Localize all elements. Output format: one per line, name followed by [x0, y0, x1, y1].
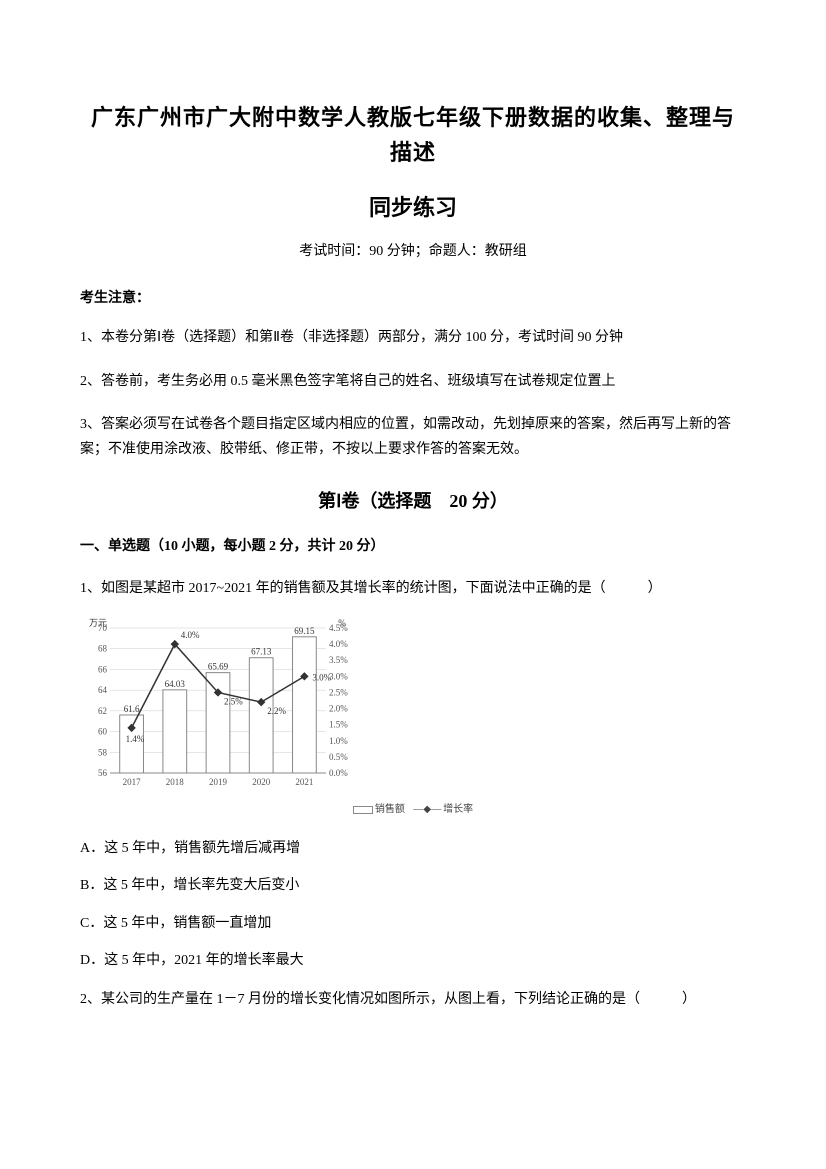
section-1-title: 第Ⅰ卷（选择题 20 分） — [80, 487, 746, 516]
q1-choice-d: D．这 5 年中，2021 年的增长率最大 — [80, 950, 746, 972]
svg-text:66: 66 — [98, 665, 108, 675]
svg-text:0.5%: 0.5% — [329, 752, 348, 762]
svg-text:64: 64 — [98, 686, 108, 696]
chart-legend: 销售额 —◆—增长率 — [80, 802, 746, 818]
notice-item-2: 2、答卷前，考生务必用 0.5 毫米黑色签字笔将自己的姓名、班级填写在试卷规定位… — [80, 369, 746, 394]
legend-bar-icon — [353, 806, 373, 814]
notice-item-1: 1、本卷分第Ⅰ卷（选择题）和第Ⅱ卷（非选择题）两部分，满分 100 分，考试时间… — [80, 325, 746, 350]
svg-text:60: 60 — [98, 727, 108, 737]
page-title-line1: 广东广州市广大附中数学人教版七年级下册数据的收集、整理与描述 — [80, 100, 746, 170]
q1-choice-b: B．这 5 年中，增长率先变大后变小 — [80, 875, 746, 897]
legend-line-label: 增长率 — [443, 804, 473, 815]
svg-text:3.0%: 3.0% — [329, 672, 348, 682]
svg-text:2.0%: 2.0% — [329, 704, 348, 714]
svg-text:3.5%: 3.5% — [329, 656, 348, 666]
svg-text:2.5%: 2.5% — [224, 697, 243, 707]
q1-choice-c: C．这 5 年中，销售额一直增加 — [80, 913, 746, 935]
svg-text:2018: 2018 — [166, 777, 185, 787]
notice-item-3: 3、答案必须写在试卷各个题目指定区域内相应的位置，如需改动，先划掉原来的答案，然… — [80, 412, 746, 462]
svg-text:2.5%: 2.5% — [329, 688, 348, 698]
svg-text:2019: 2019 — [209, 777, 228, 787]
svg-text:1.5%: 1.5% — [329, 720, 348, 730]
svg-text:65.69: 65.69 — [208, 662, 229, 672]
legend-bar-label: 销售额 — [375, 804, 405, 815]
notice-heading: 考生注意： — [80, 288, 746, 310]
svg-text:64.03: 64.03 — [165, 679, 186, 689]
svg-text:1.4%: 1.4% — [126, 734, 145, 744]
question-1: 1、如图是某超市 2017~2021 年的销售额及其增长率的统计图，下面说法中正… — [80, 576, 746, 601]
svg-text:4.0%: 4.0% — [329, 640, 348, 650]
svg-text:3.0%: 3.0% — [312, 673, 331, 683]
svg-text:69.15: 69.15 — [294, 626, 315, 636]
chart-q1: 万元%56586062646668700.0%0.5%1.0%1.5%2.0%2… — [80, 616, 746, 817]
svg-text:58: 58 — [98, 748, 108, 758]
svg-text:62: 62 — [98, 706, 107, 716]
sales-chart-svg: 万元%56586062646668700.0%0.5%1.0%1.5%2.0%2… — [80, 616, 360, 791]
legend-line-icon: —◆— — [413, 804, 441, 815]
question-2: 2、某公司的生产量在 1－7 月份的增长变化情况如图所示，从图上看，下列结论正确… — [80, 987, 746, 1012]
svg-text:56: 56 — [98, 768, 108, 778]
q1-choice-a: A．这 5 年中，销售额先增后减再增 — [80, 838, 746, 860]
svg-text:2017: 2017 — [123, 777, 142, 787]
page-title-line2: 同步练习 — [80, 190, 746, 225]
subsection-1: 一、单选题（10 小题，每小题 2 分，共计 20 分） — [80, 536, 746, 558]
svg-text:2020: 2020 — [252, 777, 271, 787]
svg-text:68: 68 — [98, 644, 108, 654]
svg-text:61.6: 61.6 — [124, 704, 140, 714]
svg-text:1.0%: 1.0% — [329, 736, 348, 746]
svg-text:67.13: 67.13 — [251, 647, 272, 657]
svg-text:2.2%: 2.2% — [267, 707, 286, 717]
svg-text:2021: 2021 — [295, 777, 313, 787]
svg-text:0.0%: 0.0% — [329, 768, 348, 778]
svg-text:70: 70 — [98, 623, 108, 633]
svg-text:4.5%: 4.5% — [329, 623, 348, 633]
exam-info: 考试时间：90 分钟；命题人：教研组 — [80, 241, 746, 263]
svg-text:4.0%: 4.0% — [181, 631, 200, 641]
